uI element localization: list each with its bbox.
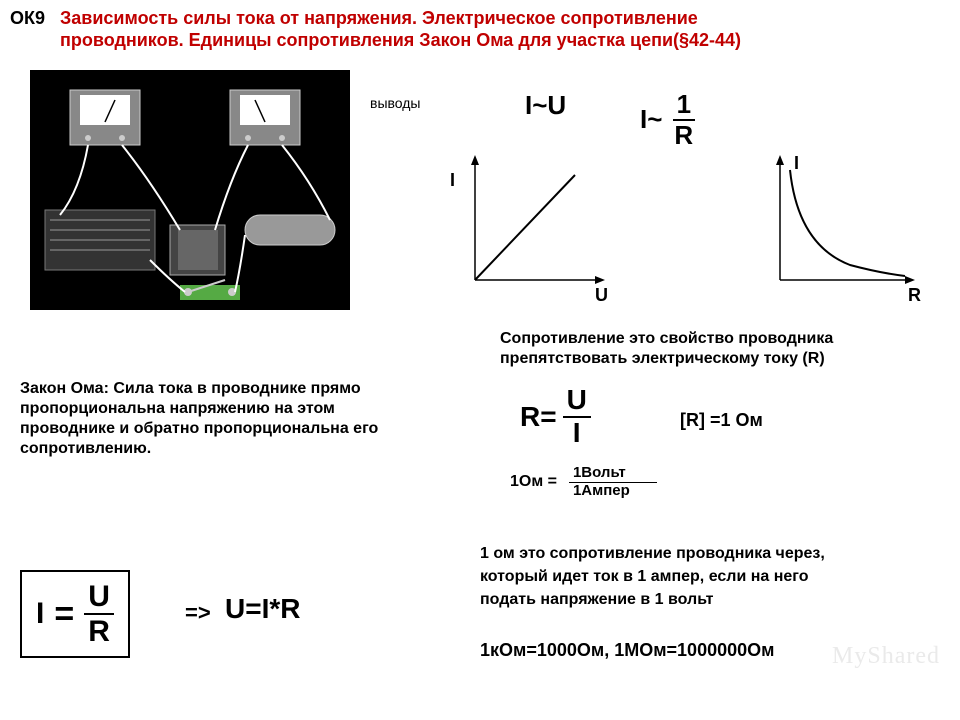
arrow-implies: => bbox=[185, 600, 211, 626]
derived-formula: U=I*R bbox=[225, 593, 300, 625]
main-formula-frac: U R bbox=[84, 580, 114, 648]
graph-ir-svg bbox=[750, 150, 930, 300]
r-unit: [R] =1 Ом bbox=[680, 410, 763, 431]
relation-ir-num: 1 bbox=[673, 90, 695, 121]
resist-def-l2: препятствовать электрическому току (R) bbox=[500, 350, 825, 368]
main-formula-num: U bbox=[84, 580, 114, 615]
experiment-photo bbox=[30, 70, 350, 310]
r-formula-lhs: R= bbox=[520, 401, 557, 433]
ohm-def-l1: 1 ом это сопротивление проводника через, bbox=[480, 545, 825, 563]
r-formula-den: I bbox=[569, 418, 585, 449]
main-formula-den: R bbox=[84, 615, 114, 648]
r-formula: R= U I bbox=[520, 385, 591, 449]
one-ohm-def: 1Ом = 1Вольт 1Ампер bbox=[510, 465, 657, 499]
ohm-law-l1: Закон Ома: Сила тока в проводнике прямо bbox=[20, 380, 361, 398]
graph-iu-xlabel: U bbox=[595, 285, 608, 306]
one-ohm-lhs: 1Ом = bbox=[510, 473, 557, 491]
relation-ir-prefix: I~ bbox=[640, 104, 662, 135]
graph-ir-xlabel: R bbox=[908, 285, 921, 306]
title-line2: проводников. Единицы сопротивления Закон… bbox=[60, 30, 741, 51]
title-line1: Зависимость силы тока от напряжения. Эле… bbox=[60, 8, 698, 29]
main-formula-i: I bbox=[36, 597, 44, 631]
ohm-law-l2: пропорциональна напряжению на этом bbox=[20, 400, 335, 418]
experiment-svg bbox=[30, 70, 350, 310]
r-formula-frac: U I bbox=[563, 385, 591, 449]
main-formula-box: I = U R bbox=[20, 570, 130, 658]
topic-tag: ОК9 bbox=[10, 8, 45, 29]
graph-ir: I R bbox=[750, 150, 930, 305]
relation-iu: I~U bbox=[525, 90, 566, 121]
ohm-law-l4: сопротивлению. bbox=[20, 440, 151, 458]
ohm-def-l2: который идет ток в 1 ампер, если на него bbox=[480, 568, 809, 586]
watermark: MyShared bbox=[832, 643, 940, 670]
relation-ir-frac: 1 R bbox=[670, 90, 697, 149]
graph-iu-ylabel: I bbox=[450, 170, 455, 191]
one-ohm-den: 1Ампер bbox=[569, 483, 657, 500]
graph-ir-ylabel: I bbox=[794, 153, 799, 174]
relation-ir: I~ 1 R bbox=[640, 90, 697, 149]
main-formula-eq: = bbox=[54, 595, 74, 634]
ohm-def-l3: подать напряжение в 1 вольт bbox=[480, 591, 713, 609]
one-ohm-num: 1Вольт bbox=[569, 465, 657, 483]
relation-ir-den: R bbox=[670, 121, 697, 150]
graph-iu-svg bbox=[445, 150, 615, 300]
ohm-law-l3: проводнике и обратно пропорциональна его bbox=[20, 420, 378, 438]
resist-def-l1: Сопротивление это свойство проводника bbox=[500, 330, 833, 348]
ohm-units: 1кОм=1000Ом, 1МОм=1000000Ом bbox=[480, 640, 774, 661]
graph-iu: I U bbox=[445, 150, 615, 305]
conclusions-label: выводы bbox=[370, 95, 421, 111]
r-formula-num: U bbox=[563, 385, 591, 418]
one-ohm-frac: 1Вольт 1Ампер bbox=[569, 465, 657, 499]
